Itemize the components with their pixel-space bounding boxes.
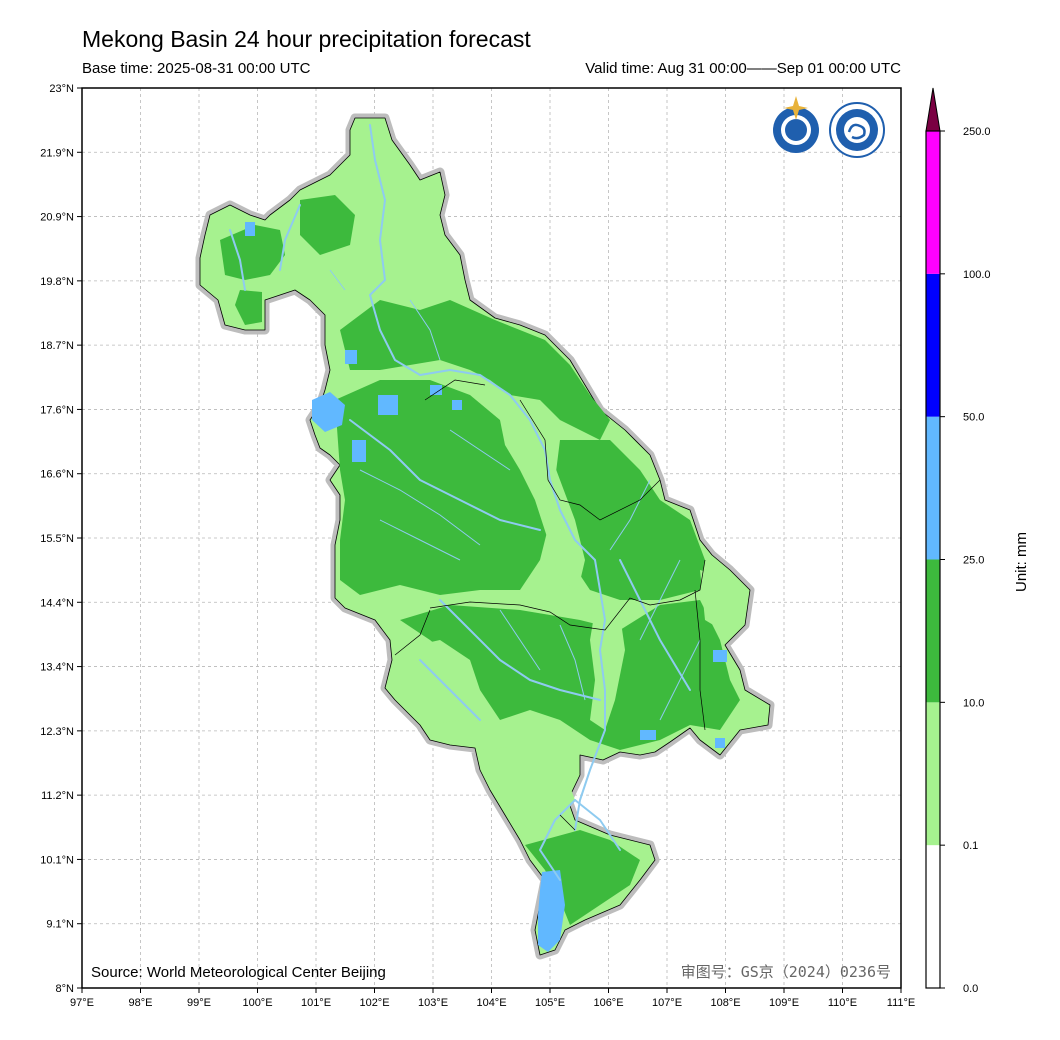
- map-title: Mekong Basin 24 hour precipitation forec…: [82, 26, 531, 52]
- source-label: Source: World Meteorological Center Beij…: [91, 964, 386, 981]
- lat-tick-label: 20.9°N: [40, 212, 74, 224]
- valid-time: Valid time: Aug 31 00:00——Sep 01 00:00 U…: [585, 60, 901, 77]
- lat-tick-label: 17.6°N: [40, 404, 74, 416]
- lat-tick-label: 13.4°N: [40, 662, 74, 674]
- lat-tick-label: 21.9°N: [40, 147, 74, 159]
- precip-25-50mm: [245, 222, 727, 952]
- colorbar-label: 250.0: [963, 126, 991, 138]
- lon-tick-label: 110°E: [828, 997, 857, 1009]
- lat-tick-label: 14.4°N: [40, 597, 74, 609]
- colorbar-label: 25.0: [963, 555, 984, 567]
- base-time: Base time: 2025-08-31 00:00 UTC: [82, 60, 311, 77]
- wmo-logo: [773, 96, 819, 153]
- colorbar: 0.0 0.1 10.0 25.0 50.0 100.0 250.0: [925, 87, 991, 995]
- lon-tick-label: 108°E: [710, 997, 740, 1009]
- lat-tick-label: 9.1°N: [46, 919, 74, 931]
- lat-tick-label: 8°N: [56, 983, 75, 995]
- lat-tick-label: 10.1°N: [40, 854, 74, 866]
- lon-tick-label: 104°E: [476, 997, 506, 1009]
- lon-tick-label: 106°E: [593, 997, 623, 1009]
- colorbar-bin: [926, 702, 940, 846]
- unit-label: Unit: mm: [1013, 532, 1030, 592]
- latitude-ticks: 23°N 21.9°N 20.9°N 19.8°N 18.7°N 17.6°N 16.6°N…: [40, 83, 82, 995]
- longitude-ticks: 97°E 98°E 99°E 100°E 101°E 102°E 103°E 104°E 105…: [70, 988, 915, 1009]
- colorbar-label: 100.0: [963, 269, 991, 281]
- lon-tick-label: 99°E: [187, 997, 211, 1009]
- lon-tick-label: 107°E: [652, 997, 682, 1009]
- colorbar-label: 0.1: [963, 840, 978, 852]
- lon-tick-label: 101°E: [301, 997, 331, 1009]
- tributaries: [329, 269, 701, 721]
- lat-tick-label: 15.5°N: [40, 533, 74, 545]
- colorbar-bin: [926, 416, 940, 560]
- lat-tick-label: 11.2°N: [41, 790, 74, 802]
- colorbar-label: 50.0: [963, 412, 984, 424]
- mekong-basin: [195, 113, 775, 960]
- review-number: 审图号：GS京（2024）0236号: [681, 963, 891, 981]
- colorbar-bin: [926, 131, 940, 274]
- lon-tick-label: 100°E: [242, 997, 272, 1009]
- lon-tick-label: 98°E: [129, 997, 153, 1009]
- colorbar-label: 0.0: [963, 983, 978, 995]
- lon-tick-label: 97°E: [70, 997, 94, 1009]
- lon-tick-label: 109°E: [769, 997, 799, 1009]
- lon-tick-label: 102°E: [359, 997, 389, 1009]
- colorbar-bin: [926, 845, 940, 988]
- lat-tick-label: 18.7°N: [40, 340, 74, 352]
- precip-10-25mm: [220, 195, 740, 925]
- lon-tick-label: 105°E: [535, 997, 565, 1009]
- colorbar-bin: [926, 559, 940, 703]
- colorbar-extend-arrow: [925, 87, 941, 132]
- country-borders: [394, 379, 706, 831]
- lat-tick-label: 12.3°N: [40, 726, 74, 738]
- lat-tick-label: 16.6°N: [40, 469, 74, 481]
- cma-logo: [829, 102, 885, 158]
- lat-tick-label: 23°N: [49, 83, 74, 95]
- colorbar-bin: [926, 273, 940, 417]
- colorbar-label: 10.0: [963, 697, 984, 709]
- lon-tick-label: 103°E: [418, 997, 448, 1009]
- precip-0-10mm-patches: [395, 410, 745, 830]
- lat-tick-label: 19.8°N: [40, 276, 74, 288]
- lon-tick-label: 111°E: [887, 997, 915, 1009]
